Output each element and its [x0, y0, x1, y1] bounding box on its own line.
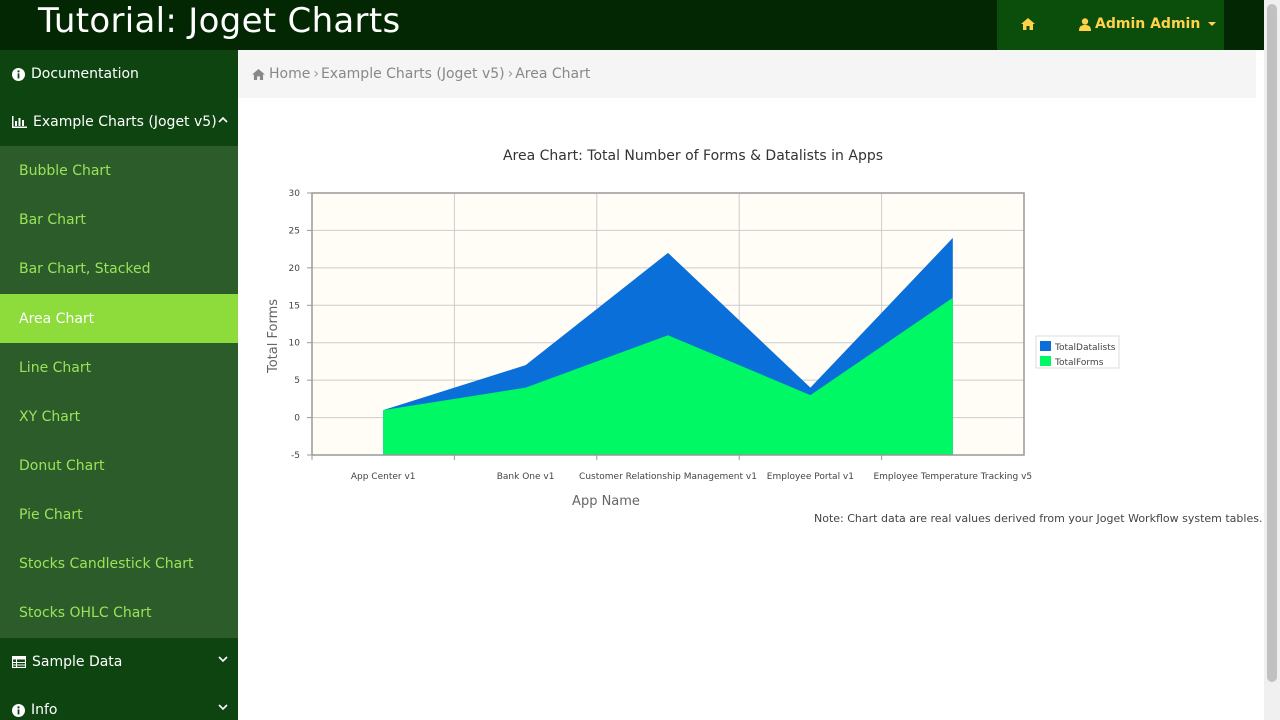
navbar-right: Admin Admin — [997, 0, 1224, 50]
breadcrumb-current: Area Chart — [515, 66, 591, 82]
sidebar-item-line-chart[interactable]: Line Chart — [19, 359, 92, 376]
table-icon — [12, 656, 26, 668]
sidebar-section-documentation[interactable]: Documentation — [0, 50, 238, 98]
user-name: Admin Admin — [1095, 16, 1201, 32]
sidebar-item-stocks-ohlc-chart[interactable]: Stocks OHLC Chart — [19, 604, 152, 621]
sidebar-item-pie-chart[interactable]: Pie Chart — [19, 506, 83, 523]
top-navbar: Tutorial: Joget Charts Admin Admin — [0, 0, 1264, 50]
x-tick-label: Bank One v1 — [497, 472, 555, 482]
area-chart: Area Chart: Total Number of Forms & Data… — [250, 130, 1150, 530]
y-axis-label: Total Forms — [266, 299, 281, 374]
sidebar-item-stocks-candlestick-chart[interactable]: Stocks Candlestick Chart — [19, 555, 194, 572]
legend-swatch — [1040, 341, 1051, 351]
x-tick-label: App Center v1 — [351, 472, 416, 482]
scrollbar-thumb[interactable] — [1267, 4, 1277, 682]
info-icon — [12, 67, 25, 81]
chevron-down-icon — [218, 656, 228, 663]
x-tick-label: Employee Temperature Tracking v5 — [873, 472, 1032, 482]
sidebar-item-area-chart[interactable]: Area Chart — [0, 294, 238, 343]
breadcrumb-separator: › — [313, 66, 319, 82]
legend-swatch — [1040, 356, 1051, 366]
legend-label: TotalForms — [1054, 358, 1104, 368]
home-button[interactable] — [997, 0, 1059, 48]
y-tick-label: 30 — [289, 189, 301, 199]
area-series-totalforms — [383, 297, 953, 455]
bar-chart-icon — [12, 116, 27, 128]
user-menu-button[interactable]: Admin Admin — [1079, 0, 1217, 48]
area-chart-svg: Area Chart: Total Number of Forms & Data… — [266, 148, 1120, 509]
y-tick-label: -5 — [291, 451, 300, 461]
y-tick-label: 10 — [289, 339, 301, 349]
sidebar-item-donut-chart[interactable]: Donut Chart — [19, 457, 105, 474]
chart-title: Area Chart: Total Number of Forms & Data… — [503, 148, 883, 164]
sidebar-item-bar-chart[interactable]: Bar Chart — [19, 211, 86, 228]
breadcrumb: Home › Example Charts (Joget v5) › Area … — [238, 50, 1256, 98]
y-tick-label: 20 — [289, 264, 301, 274]
y-tick-label: 5 — [294, 376, 300, 386]
chevron-down-icon — [218, 704, 228, 711]
sidebar-section-label: Info — [31, 702, 58, 718]
sidebar-section-label: Sample Data — [32, 654, 123, 670]
home-icon — [1021, 18, 1035, 30]
sidebar-item-bar-chart-stacked[interactable]: Bar Chart, Stacked — [19, 260, 151, 277]
sidebar-section-info[interactable]: Info — [0, 686, 238, 720]
y-tick-label: 15 — [289, 301, 300, 311]
chevron-down-icon — [1208, 22, 1217, 26]
y-tick-label: 0 — [294, 414, 300, 424]
page-scrollbar[interactable] — [1264, 0, 1280, 720]
sidebar-item-xy-chart[interactable]: XY Chart — [19, 408, 81, 425]
home-icon — [252, 68, 265, 80]
info-icon — [12, 703, 25, 717]
sidebar-section-label: Documentation — [31, 66, 139, 82]
x-axis-label: App Name — [572, 494, 640, 509]
sidebar-section-example-charts[interactable]: Example Charts (Joget v5) — [0, 98, 238, 146]
breadcrumb-section[interactable]: Example Charts (Joget v5) — [320, 66, 505, 82]
breadcrumb-separator: › — [507, 66, 514, 82]
chevron-up-icon — [218, 116, 228, 123]
app-title[interactable]: Tutorial: Joget Charts — [38, 1, 401, 41]
legend-label: TotalDatalists — [1054, 343, 1116, 353]
plot-border — [311, 192, 1025, 456]
user-icon — [1079, 17, 1091, 31]
x-tick-label: Customer Relationship Management v1 — [579, 472, 757, 482]
y-tick-label: 25 — [289, 226, 300, 236]
chart-note: Note: Chart data are real values derived… — [814, 512, 1263, 525]
breadcrumb-home[interactable]: Home — [269, 66, 311, 82]
sidebar-section-label: Example Charts (Joget v5) — [33, 114, 217, 130]
sidebar-section-sample-data[interactable]: Sample Data — [0, 638, 238, 686]
sidebar: Documentation Example Charts (Joget v5) … — [0, 50, 238, 720]
sidebar-item-bubble-chart[interactable]: Bubble Chart — [19, 162, 111, 179]
x-tick-label: Employee Portal v1 — [767, 472, 854, 482]
